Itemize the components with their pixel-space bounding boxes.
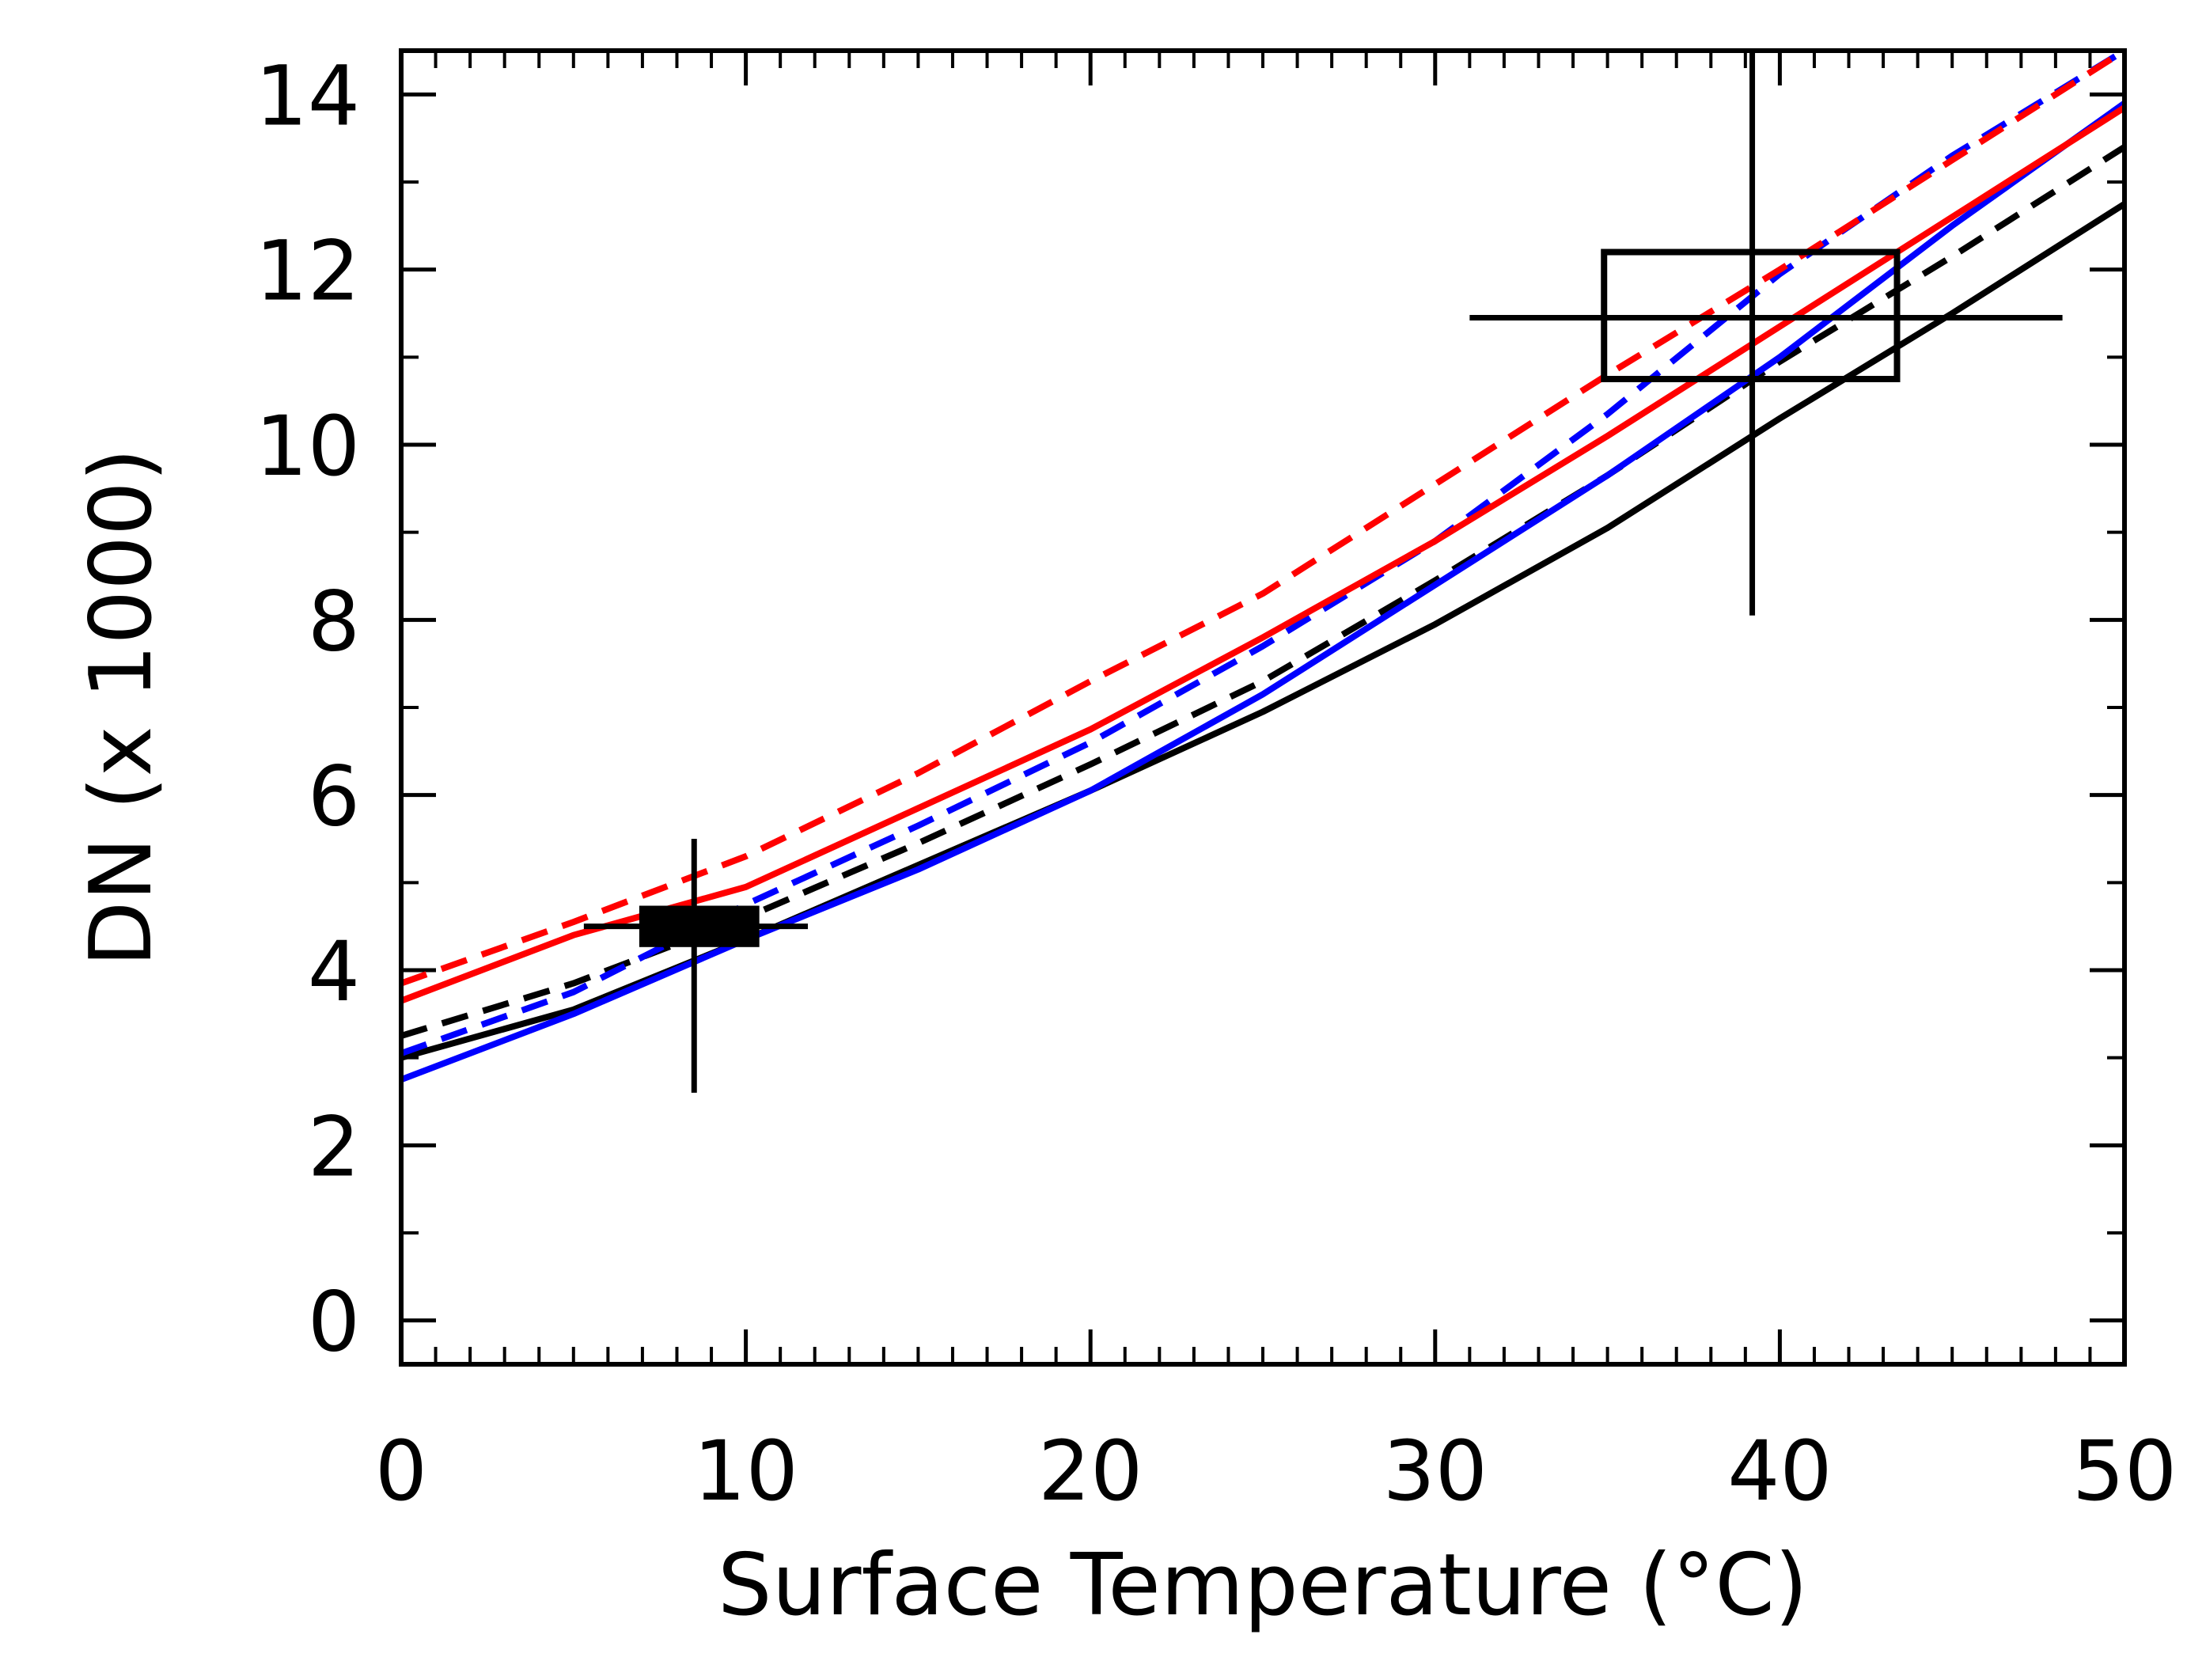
x-tick-label: 20 — [1038, 1423, 1143, 1519]
y-tick-label: 4 — [308, 923, 360, 1020]
x-axis-title: Surface Temperature (°C) — [718, 1536, 1808, 1635]
y-tick-label: 2 — [308, 1098, 360, 1195]
series-blue-solid — [401, 100, 2125, 1083]
crosshair-1-box — [639, 905, 760, 947]
series-red-solid — [401, 104, 2125, 1004]
annotation-layer — [583, 51, 2063, 1093]
y-tick-label: 6 — [308, 749, 360, 845]
y-tick-label: 12 — [256, 223, 360, 320]
minor-ticks — [401, 51, 2125, 1364]
y-tick-labels: 0 2 4 6 8 10 12 14 — [256, 47, 360, 1370]
y-tick-label: 14 — [256, 47, 360, 144]
crosshair-2-box — [1601, 248, 1901, 382]
plot-frame — [399, 48, 2127, 1367]
major-ticks — [399, 51, 2127, 1364]
y-tick-label: 0 — [308, 1274, 360, 1371]
x-tick-label: 0 — [375, 1423, 427, 1519]
y-axis-title: DN (x 1000) — [72, 448, 171, 967]
series-blue-dashed — [401, 51, 2125, 1056]
y-tick-label: 8 — [308, 573, 360, 669]
y-tick-label: 10 — [256, 398, 360, 495]
x-tick-labels: 0 10 20 30 40 50 — [375, 1423, 2177, 1519]
x-tick-label: 40 — [1727, 1423, 1832, 1519]
x-tick-label: 10 — [693, 1423, 798, 1519]
x-tick-label: 50 — [2072, 1423, 2177, 1519]
series-red-dashed — [401, 51, 2125, 987]
x-tick-label: 30 — [1383, 1423, 1488, 1519]
